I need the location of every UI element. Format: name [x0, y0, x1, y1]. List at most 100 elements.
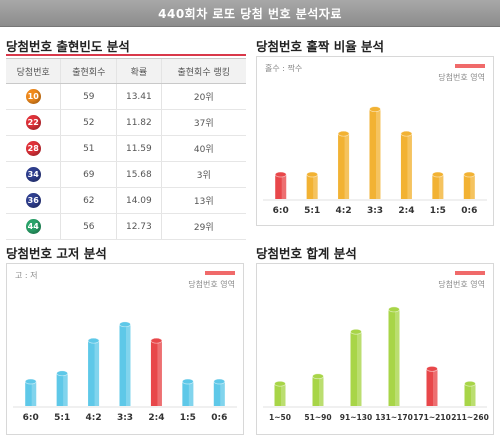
bar-cap [87, 337, 100, 344]
bar-cap [306, 171, 318, 178]
table-row: 28 51 11.59 40위 [6, 135, 246, 162]
bar-1~50 [274, 380, 286, 406]
x-tick-label: 6:0 [273, 206, 289, 216]
bar-body [306, 174, 318, 199]
bar-body [56, 373, 68, 406]
x-tick-label: 4:2 [86, 413, 102, 423]
header-prob: 확률 [116, 58, 162, 84]
bar-cap [400, 130, 413, 137]
x-tick-label: 5:1 [54, 413, 70, 423]
bar-3:3 [369, 106, 381, 199]
bar-cap [463, 171, 476, 178]
bar-highlight [220, 381, 225, 406]
x-tick-label: 2:4 [148, 413, 164, 423]
count-cell: 52 [60, 109, 117, 136]
oddeven-subtitle: 홀수 : 짝수 [265, 64, 303, 73]
bar-0:6 [213, 378, 226, 406]
table-header-row: 당첨번호 출현회수 확률 출현회수 랭킹 [6, 58, 246, 84]
x-tick-label: 0:6 [211, 413, 227, 423]
count-cell: 51 [60, 135, 117, 162]
bar-highlight [357, 331, 362, 406]
number-ball: 44 [25, 219, 41, 234]
prob-cell: 11.82 [116, 109, 162, 136]
bar-highlight [281, 383, 286, 406]
oddeven-chart-panel: 홀수 : 짝수 당첨번호 영역 6:0 5:1 4:2 3:3 2:4 1:5 0:6 [256, 56, 494, 226]
x-tick-label: 51~90 [304, 413, 331, 422]
oddeven-legend-label: 당첨번호 영역 [438, 73, 485, 82]
x-tick-label: 6:0 [23, 413, 39, 423]
x-tick-label: 3:3 [367, 206, 383, 216]
bar-2:4 [150, 337, 163, 406]
bar-highlight [470, 174, 475, 199]
bar-cap [432, 171, 444, 178]
bar-body [369, 109, 381, 199]
oddeven-section-title: 당첨번호 홀짝 비율 분석 [256, 39, 385, 54]
table-row: 34 69 15.68 3위 [6, 161, 246, 188]
bar-6:0 [274, 171, 287, 199]
bar-highlight [376, 109, 381, 199]
bar-171~210 [426, 366, 438, 406]
x-tick-label: 3:3 [117, 413, 133, 423]
x-tick-label: 1:5 [430, 206, 446, 216]
bar-cap [337, 130, 350, 137]
x-tick-label: 131~170 [375, 413, 413, 422]
bar-2:4 [400, 130, 413, 199]
bar-highlight [63, 373, 68, 406]
header-number: 당첨번호 [6, 58, 61, 84]
bar-51~90 [312, 373, 324, 406]
bar-highlight [471, 383, 476, 406]
x-tick-label: 5:1 [304, 206, 320, 216]
bar-body [312, 376, 324, 406]
bar-body [426, 368, 438, 406]
x-tick-label: 91~130 [340, 413, 372, 422]
bar-highlight [157, 340, 162, 406]
highlow-legend-swatch [205, 271, 235, 275]
bar-91~130 [350, 328, 362, 406]
prob-cell: 15.68 [116, 161, 162, 188]
count-cell: 62 [60, 187, 117, 214]
bar-body [150, 340, 162, 406]
x-tick-label: 4:2 [336, 206, 352, 216]
count-cell: 69 [60, 161, 117, 188]
bar-0:6 [463, 171, 476, 199]
number-cell: 44 [6, 213, 61, 240]
table-row: 22 52 11.82 37위 [6, 109, 246, 136]
bar-body [182, 381, 194, 406]
oddeven-legend-swatch [455, 64, 485, 68]
table-row: 10 59 13.41 20위 [6, 83, 246, 110]
bar-body [432, 174, 444, 199]
bar-highlight [407, 133, 412, 199]
bar-body [213, 381, 225, 406]
sum-section-title: 당첨번호 합계 분석 [256, 246, 357, 261]
number-ball: 36 [25, 193, 41, 208]
number-cell: 36 [6, 187, 61, 214]
number-cell: 34 [6, 161, 61, 188]
bar-body [338, 133, 350, 199]
rank-cell: 3위 [160, 161, 246, 188]
bar-cap [150, 337, 163, 344]
bar-body [25, 381, 37, 406]
bar-highlight [395, 309, 400, 406]
highlow-subtitle: 고 : 저 [15, 271, 38, 280]
bar-highlight [344, 133, 350, 199]
number-ball: 22 [25, 115, 41, 130]
header-rank: 출현회수 랭킹 [160, 58, 246, 84]
prob-cell: 11.59 [116, 135, 162, 162]
bar-cap [274, 171, 287, 178]
bar-4:2 [87, 337, 100, 406]
rank-cell: 13위 [160, 187, 246, 214]
bar-body [400, 133, 412, 199]
bar-body [350, 331, 362, 406]
bar-body [275, 174, 287, 199]
x-tick-label: 0:6 [461, 206, 477, 216]
number-cell: 28 [6, 135, 61, 162]
bar-cap [213, 378, 226, 385]
bar-cap [24, 378, 37, 385]
bar-body [88, 340, 100, 406]
bar-highlight [188, 381, 194, 406]
sum-legend-swatch [455, 271, 485, 275]
page-title: 440회차 로또 당첨 번호 분석자료 [158, 7, 342, 21]
bar-highlight [433, 368, 438, 406]
bar-cap [274, 380, 286, 387]
count-cell: 59 [60, 83, 117, 110]
